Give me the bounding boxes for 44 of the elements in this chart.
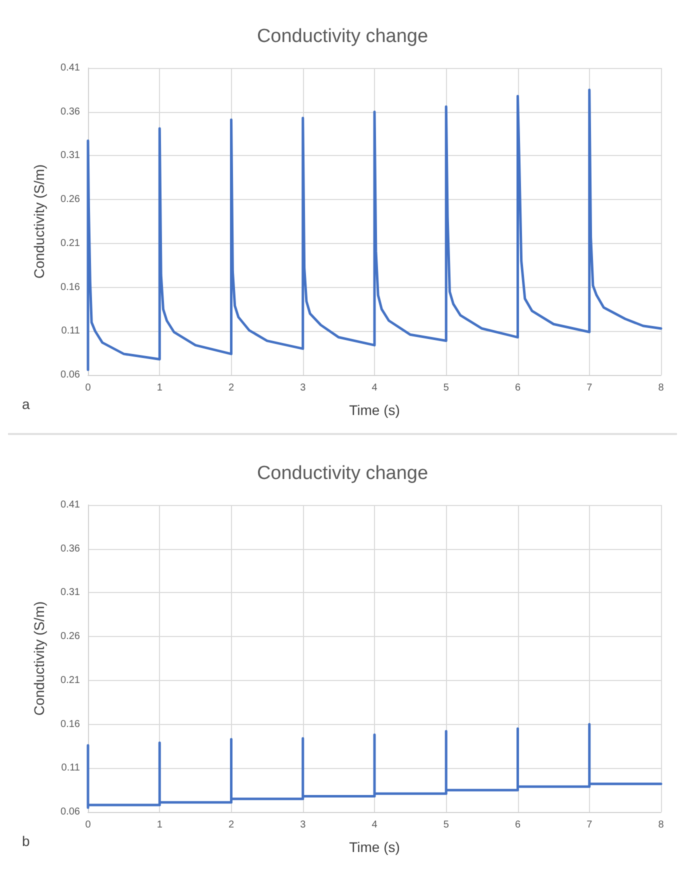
x-tick-label: 7 <box>586 382 593 394</box>
y-tick-label: 0.11 <box>61 762 80 774</box>
y-tick-label: 0.16 <box>60 718 80 730</box>
x-tick-label: 3 <box>300 382 306 394</box>
x-tick-label: 5 <box>443 820 450 830</box>
chart-title: Conductivity change <box>256 26 428 47</box>
y-axis-title: Conductivity (S/m) <box>31 164 47 279</box>
x-tick-label: 5 <box>443 382 450 394</box>
text: b <box>22 833 30 849</box>
y-tick-label: 0.41 <box>60 62 80 74</box>
text: a <box>22 396 30 412</box>
y-tick-label: 0.26 <box>60 194 80 206</box>
x-tick-label: 1 <box>156 382 163 394</box>
x-tick-label: 6 <box>514 820 521 830</box>
line-series <box>86 88 662 371</box>
y-tick-label: 0.31 <box>60 587 80 598</box>
x-tick-label: 4 <box>372 820 378 830</box>
y-tick-label: 0.41 <box>60 500 80 510</box>
y-tick-label: 0.16 <box>60 282 80 293</box>
y-tick-label: 0.36 <box>60 543 80 554</box>
y-axis-title: Conductivity (S/m) <box>31 601 47 716</box>
line-series <box>86 723 662 809</box>
x-tick-label: 8 <box>658 382 664 394</box>
x-tick-label: 1 <box>156 820 163 830</box>
y-tick-label: 0.31 <box>60 150 80 162</box>
x-axis-title: Time (s) <box>349 839 400 855</box>
x-tick-label: 4 <box>372 382 378 394</box>
x-tick-label: 8 <box>658 820 664 830</box>
x-tick-label: 3 <box>300 820 306 830</box>
x-tick-label: 0 <box>85 382 92 394</box>
x-tick-label: 2 <box>228 820 234 830</box>
y-tick-label: 0.21 <box>60 674 80 686</box>
y-tick-label: 0.26 <box>60 631 80 642</box>
y-tick-label: 0.36 <box>60 106 80 118</box>
y-tick-label: 0.06 <box>60 806 80 818</box>
y-tick-label: 0.21 <box>60 238 80 249</box>
y-tick-label: 0.11 <box>61 326 80 337</box>
chart-title: Conductivity change <box>256 463 428 484</box>
x-tick-label: 2 <box>228 382 234 394</box>
x-tick-label: 7 <box>586 820 593 830</box>
y-tick-label: 0.06 <box>60 370 80 380</box>
x-axis-title: Time (s) <box>349 402 400 418</box>
x-tick-label: 6 <box>514 382 521 394</box>
x-tick-label: 0 <box>85 820 92 830</box>
